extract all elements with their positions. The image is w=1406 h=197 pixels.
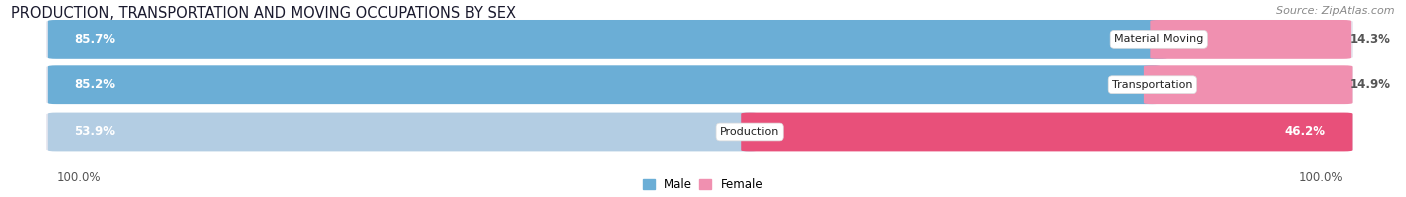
Text: 46.2%: 46.2% bbox=[1285, 125, 1326, 138]
Text: Source: ZipAtlas.com: Source: ZipAtlas.com bbox=[1277, 6, 1395, 16]
Text: PRODUCTION, TRANSPORTATION AND MOVING OCCUPATIONS BY SEX: PRODUCTION, TRANSPORTATION AND MOVING OC… bbox=[11, 6, 516, 21]
Text: 53.9%: 53.9% bbox=[75, 125, 115, 138]
Text: 100.0%: 100.0% bbox=[56, 171, 101, 184]
Text: 85.2%: 85.2% bbox=[75, 78, 115, 91]
FancyBboxPatch shape bbox=[48, 65, 1161, 104]
FancyBboxPatch shape bbox=[1150, 20, 1351, 59]
Text: Production: Production bbox=[720, 127, 779, 137]
FancyBboxPatch shape bbox=[741, 113, 1353, 151]
FancyBboxPatch shape bbox=[45, 65, 1354, 105]
Text: 85.7%: 85.7% bbox=[75, 33, 115, 46]
Legend: Male, Female: Male, Female bbox=[643, 178, 763, 191]
FancyBboxPatch shape bbox=[45, 20, 1354, 59]
Text: Material Moving: Material Moving bbox=[1114, 34, 1204, 44]
Text: 100.0%: 100.0% bbox=[1298, 171, 1343, 184]
Text: 14.3%: 14.3% bbox=[1350, 33, 1391, 46]
FancyBboxPatch shape bbox=[1144, 65, 1353, 104]
FancyBboxPatch shape bbox=[45, 112, 1354, 152]
FancyBboxPatch shape bbox=[48, 20, 1167, 59]
Text: Transportation: Transportation bbox=[1112, 80, 1192, 90]
Text: 14.9%: 14.9% bbox=[1350, 78, 1391, 91]
FancyBboxPatch shape bbox=[48, 113, 758, 151]
